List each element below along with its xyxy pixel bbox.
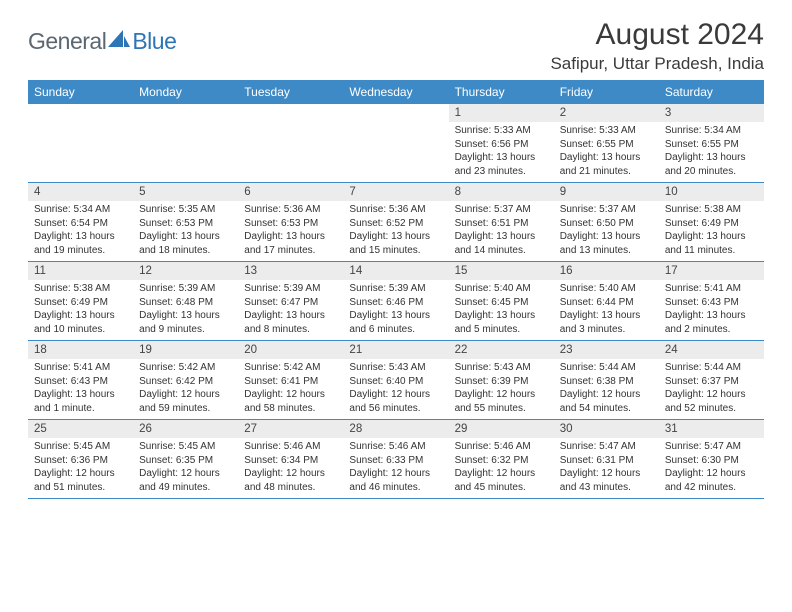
day-content-cell: Sunrise: 5:47 AMSunset: 6:31 PMDaylight:… (554, 438, 659, 499)
day-content-cell: Sunrise: 5:42 AMSunset: 6:42 PMDaylight:… (133, 359, 238, 420)
day-number-cell: 21 (343, 341, 448, 360)
calendar-table: Sunday Monday Tuesday Wednesday Thursday… (28, 80, 764, 499)
day-number-cell: 29 (449, 420, 554, 439)
day-number-cell: 26 (133, 420, 238, 439)
day-number-cell: 6 (238, 183, 343, 202)
day-content-row: Sunrise: 5:41 AMSunset: 6:43 PMDaylight:… (28, 359, 764, 420)
day-content-cell: Sunrise: 5:44 AMSunset: 6:37 PMDaylight:… (659, 359, 764, 420)
day-content-cell: Sunrise: 5:46 AMSunset: 6:32 PMDaylight:… (449, 438, 554, 499)
day-content-cell: Sunrise: 5:37 AMSunset: 6:51 PMDaylight:… (449, 201, 554, 262)
day-content-cell: Sunrise: 5:46 AMSunset: 6:33 PMDaylight:… (343, 438, 448, 499)
day-content-cell (238, 122, 343, 183)
day-content-row: Sunrise: 5:45 AMSunset: 6:36 PMDaylight:… (28, 438, 764, 499)
day-number-cell: 30 (554, 420, 659, 439)
day-number-cell: 5 (133, 183, 238, 202)
weekday-header: Sunday (28, 80, 133, 104)
day-content-row: Sunrise: 5:34 AMSunset: 6:54 PMDaylight:… (28, 201, 764, 262)
day-number-cell: 27 (238, 420, 343, 439)
weekday-header: Tuesday (238, 80, 343, 104)
day-content-cell: Sunrise: 5:33 AMSunset: 6:55 PMDaylight:… (554, 122, 659, 183)
day-content-cell: Sunrise: 5:34 AMSunset: 6:54 PMDaylight:… (28, 201, 133, 262)
day-number-cell: 31 (659, 420, 764, 439)
day-number-cell (238, 104, 343, 122)
day-number-cell (343, 104, 448, 122)
day-number-cell: 18 (28, 341, 133, 360)
weekday-header: Thursday (449, 80, 554, 104)
day-number-cell: 14 (343, 262, 448, 281)
day-number-cell: 16 (554, 262, 659, 281)
day-content-cell: Sunrise: 5:38 AMSunset: 6:49 PMDaylight:… (659, 201, 764, 262)
logo-sail-icon (108, 30, 130, 48)
day-number-cell: 17 (659, 262, 764, 281)
day-content-cell: Sunrise: 5:41 AMSunset: 6:43 PMDaylight:… (659, 280, 764, 341)
month-title: August 2024 (550, 18, 764, 52)
day-number-row: 123 (28, 104, 764, 122)
day-number-cell: 13 (238, 262, 343, 281)
logo: General Blue (28, 18, 176, 55)
day-number-cell: 10 (659, 183, 764, 202)
day-content-cell: Sunrise: 5:37 AMSunset: 6:50 PMDaylight:… (554, 201, 659, 262)
day-number-cell: 8 (449, 183, 554, 202)
day-content-row: Sunrise: 5:38 AMSunset: 6:49 PMDaylight:… (28, 280, 764, 341)
day-content-cell: Sunrise: 5:46 AMSunset: 6:34 PMDaylight:… (238, 438, 343, 499)
day-content-cell: Sunrise: 5:39 AMSunset: 6:48 PMDaylight:… (133, 280, 238, 341)
day-content-cell (343, 122, 448, 183)
calendar-body: 123Sunrise: 5:33 AMSunset: 6:56 PMDaylig… (28, 104, 764, 499)
day-content-cell: Sunrise: 5:43 AMSunset: 6:39 PMDaylight:… (449, 359, 554, 420)
day-content-cell: Sunrise: 5:36 AMSunset: 6:53 PMDaylight:… (238, 201, 343, 262)
location-text: Safipur, Uttar Pradesh, India (550, 54, 764, 74)
day-content-cell: Sunrise: 5:40 AMSunset: 6:45 PMDaylight:… (449, 280, 554, 341)
day-number-cell: 15 (449, 262, 554, 281)
day-number-row: 18192021222324 (28, 341, 764, 360)
day-content-cell: Sunrise: 5:33 AMSunset: 6:56 PMDaylight:… (449, 122, 554, 183)
day-number-cell: 25 (28, 420, 133, 439)
day-number-cell: 3 (659, 104, 764, 122)
weekday-header: Wednesday (343, 80, 448, 104)
day-number-cell: 28 (343, 420, 448, 439)
weekday-header: Saturday (659, 80, 764, 104)
day-number-cell (28, 104, 133, 122)
day-content-cell: Sunrise: 5:47 AMSunset: 6:30 PMDaylight:… (659, 438, 764, 499)
day-number-cell: 20 (238, 341, 343, 360)
day-content-cell (28, 122, 133, 183)
day-content-cell: Sunrise: 5:41 AMSunset: 6:43 PMDaylight:… (28, 359, 133, 420)
day-content-cell: Sunrise: 5:39 AMSunset: 6:47 PMDaylight:… (238, 280, 343, 341)
day-content-cell: Sunrise: 5:38 AMSunset: 6:49 PMDaylight:… (28, 280, 133, 341)
day-number-row: 25262728293031 (28, 420, 764, 439)
day-number-cell: 7 (343, 183, 448, 202)
weekday-header-row: Sunday Monday Tuesday Wednesday Thursday… (28, 80, 764, 104)
day-number-cell: 11 (28, 262, 133, 281)
day-content-cell: Sunrise: 5:39 AMSunset: 6:46 PMDaylight:… (343, 280, 448, 341)
day-number-cell: 12 (133, 262, 238, 281)
day-number-cell: 23 (554, 341, 659, 360)
day-content-cell: Sunrise: 5:35 AMSunset: 6:53 PMDaylight:… (133, 201, 238, 262)
logo-text-general: General (28, 28, 106, 55)
day-number-row: 11121314151617 (28, 262, 764, 281)
logo-text-blue: Blue (132, 28, 176, 55)
header-row: General Blue August 2024 Safipur, Uttar … (28, 18, 764, 74)
day-number-cell: 19 (133, 341, 238, 360)
weekday-header: Monday (133, 80, 238, 104)
day-content-row: Sunrise: 5:33 AMSunset: 6:56 PMDaylight:… (28, 122, 764, 183)
day-content-cell: Sunrise: 5:45 AMSunset: 6:36 PMDaylight:… (28, 438, 133, 499)
calendar-page: General Blue August 2024 Safipur, Uttar … (0, 0, 792, 499)
day-number-cell: 1 (449, 104, 554, 122)
day-number-cell: 24 (659, 341, 764, 360)
day-content-cell (133, 122, 238, 183)
weekday-header: Friday (554, 80, 659, 104)
day-number-cell: 4 (28, 183, 133, 202)
title-block: August 2024 Safipur, Uttar Pradesh, Indi… (550, 18, 764, 74)
day-content-cell: Sunrise: 5:36 AMSunset: 6:52 PMDaylight:… (343, 201, 448, 262)
day-content-cell: Sunrise: 5:42 AMSunset: 6:41 PMDaylight:… (238, 359, 343, 420)
day-number-cell (133, 104, 238, 122)
day-content-cell: Sunrise: 5:40 AMSunset: 6:44 PMDaylight:… (554, 280, 659, 341)
day-number-cell: 9 (554, 183, 659, 202)
day-number-cell: 2 (554, 104, 659, 122)
day-content-cell: Sunrise: 5:34 AMSunset: 6:55 PMDaylight:… (659, 122, 764, 183)
day-content-cell: Sunrise: 5:45 AMSunset: 6:35 PMDaylight:… (133, 438, 238, 499)
day-content-cell: Sunrise: 5:43 AMSunset: 6:40 PMDaylight:… (343, 359, 448, 420)
day-content-cell: Sunrise: 5:44 AMSunset: 6:38 PMDaylight:… (554, 359, 659, 420)
day-number-row: 45678910 (28, 183, 764, 202)
day-number-cell: 22 (449, 341, 554, 360)
